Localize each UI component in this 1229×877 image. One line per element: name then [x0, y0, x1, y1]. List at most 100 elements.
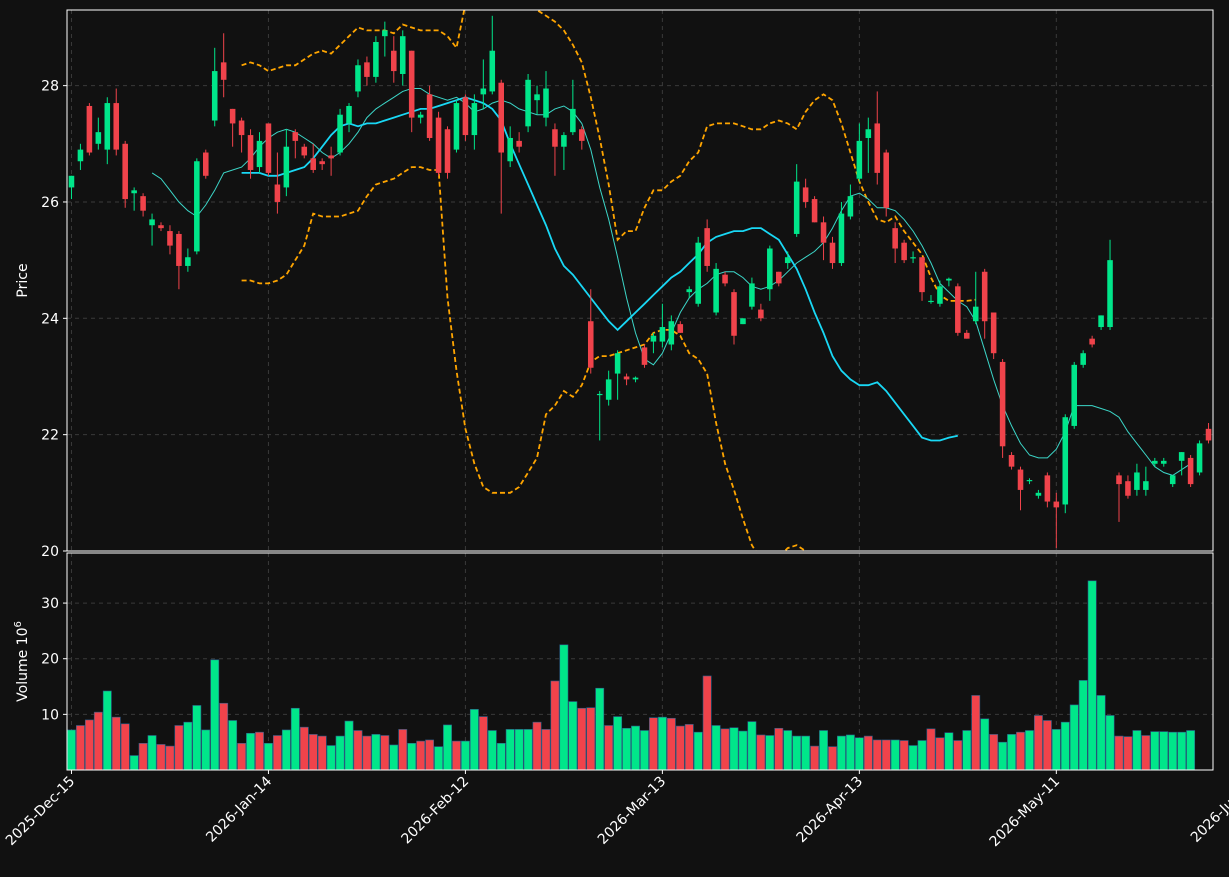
- candle-body: [775, 271, 782, 284]
- volume-bar: [514, 729, 524, 771]
- volume-bar: [845, 734, 855, 771]
- candle-body: [1026, 480, 1033, 482]
- volume-axis-exponent: 6: [13, 621, 24, 627]
- volume-bar: [299, 726, 309, 771]
- volume-bar: [935, 737, 945, 771]
- candle-body: [77, 149, 84, 162]
- volume-tick-label: 10: [41, 707, 59, 723]
- volume-bar: [434, 746, 443, 771]
- date-tick-label: 2026-Jan-14: [203, 773, 275, 845]
- date-tick-label: 2026-Feb-12: [398, 774, 472, 848]
- volume-bar: [854, 737, 864, 771]
- candle-body: [847, 196, 854, 217]
- volume-bar: [264, 742, 273, 771]
- volume-bar: [622, 727, 631, 771]
- volume-bar: [67, 729, 76, 771]
- volume-bar: [398, 729, 408, 771]
- candle-body: [131, 190, 137, 194]
- candle-body: [194, 161, 200, 252]
- candle-body: [1134, 472, 1140, 490]
- volume-bar: [478, 716, 488, 771]
- candle-body: [68, 175, 75, 188]
- upper-band-line: [241, 10, 976, 302]
- volume-bar: [926, 728, 936, 771]
- candle-body: [1098, 315, 1104, 328]
- volume-bar: [228, 720, 238, 771]
- volume-bar: [308, 734, 318, 771]
- volume-bar: [201, 729, 211, 771]
- volume-bar: [550, 680, 560, 771]
- candle-body: [928, 300, 934, 303]
- candle-body: [211, 71, 218, 121]
- volume-bar: [1132, 730, 1142, 771]
- candle-body: [453, 103, 460, 150]
- candle-body: [202, 152, 209, 176]
- candle-body: [95, 132, 102, 144]
- candle-body: [426, 94, 433, 138]
- candle-body: [587, 321, 594, 368]
- volume-bar: [192, 705, 202, 771]
- candle-body: [677, 324, 684, 333]
- candlesticks: [68, 15, 1212, 549]
- candle-body: [167, 231, 173, 246]
- volume-bar: [1025, 730, 1034, 771]
- volume-bars: [67, 580, 1196, 771]
- volume-bar: [76, 725, 85, 771]
- volume-bar: [460, 740, 470, 771]
- volume-bar: [863, 735, 873, 771]
- candle-body: [605, 379, 612, 400]
- volume-bar: [541, 729, 551, 771]
- fast-ma-line: [151, 88, 1191, 476]
- volume-bar: [487, 730, 497, 771]
- volume-bar: [666, 717, 676, 771]
- volume-bar: [908, 745, 918, 771]
- candle-body: [86, 105, 93, 153]
- candle-body: [140, 196, 146, 211]
- candle-body: [946, 278, 952, 281]
- volume-bar: [756, 734, 766, 771]
- volume-bar: [613, 716, 623, 771]
- candle-body: [1178, 452, 1185, 461]
- candle-body: [319, 161, 325, 165]
- candle-body: [113, 103, 120, 150]
- candle-body: [122, 143, 128, 200]
- candle-body: [1125, 481, 1131, 496]
- volume-bar: [416, 740, 426, 771]
- volume-bar: [111, 716, 121, 771]
- candle-body: [937, 286, 943, 304]
- candle-body: [355, 65, 361, 92]
- candle-body: [1071, 364, 1078, 426]
- candle-body: [784, 257, 791, 264]
- candle-body: [382, 30, 388, 37]
- volume-bar: [1016, 731, 1025, 771]
- volume-bar: [783, 730, 793, 771]
- volume-bar: [1096, 695, 1106, 771]
- candle-body: [301, 146, 308, 156]
- candle-body: [596, 393, 603, 396]
- volume-bar: [210, 659, 220, 771]
- candle-body: [185, 257, 191, 266]
- candle-body: [632, 377, 639, 380]
- candle-body: [283, 146, 290, 188]
- volume-bar: [1033, 715, 1043, 771]
- price-panel-frame: [66, 9, 1214, 552]
- candle-body: [793, 181, 800, 234]
- candle-body: [623, 376, 630, 380]
- volume-bar: [971, 695, 981, 771]
- candle-body: [972, 306, 979, 322]
- candle-body: [910, 257, 916, 259]
- candle-body: [391, 50, 397, 72]
- price-grid: [67, 10, 1213, 551]
- volume-bar: [120, 723, 130, 771]
- candle-body: [713, 268, 719, 313]
- volume-bar: [93, 711, 103, 771]
- candle-body: [328, 155, 334, 159]
- candle-body: [668, 321, 675, 345]
- candle-body: [659, 327, 666, 342]
- candle-body: [104, 103, 111, 150]
- candle-body: [883, 152, 889, 208]
- volume-bar: [1123, 736, 1133, 771]
- volume-bar: [899, 740, 909, 771]
- volume-bar: [102, 690, 112, 771]
